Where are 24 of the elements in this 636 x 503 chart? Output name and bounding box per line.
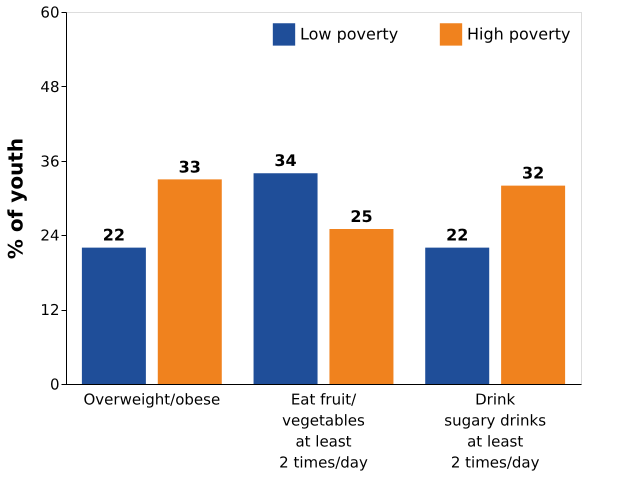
x-tick-label: Drink sugary drinks at least 2 times/day — [444, 390, 546, 472]
x-tick-label: Overweight/obese — [83, 390, 220, 408]
bar — [425, 248, 490, 384]
x-tick-label: Eat fruit/ vegetables at least 2 times/day — [279, 390, 368, 472]
legend-label: Low poverty — [300, 24, 398, 44]
data-label: 22 — [102, 226, 126, 245]
data-label: 33 — [178, 157, 201, 176]
bar — [329, 229, 394, 384]
bar — [158, 179, 222, 384]
data-label: 22 — [446, 226, 468, 245]
y-tick-label: 12 — [40, 301, 60, 320]
data-label: 25 — [350, 207, 373, 226]
bar — [254, 173, 318, 384]
data-label: 32 — [522, 164, 544, 183]
y-tick-label: 48 — [40, 78, 60, 96]
bar — [501, 186, 566, 384]
y-tick-label: 60 — [40, 4, 60, 22]
y-tick-label: 0 — [50, 376, 60, 394]
y-tick-label: 24 — [40, 226, 60, 245]
bar — [82, 248, 146, 384]
y-axis-title: % of youth — [3, 138, 28, 260]
legend-label: High poverty — [467, 24, 570, 44]
data-label: 34 — [274, 151, 297, 170]
y-tick-label: 36 — [40, 152, 60, 170]
